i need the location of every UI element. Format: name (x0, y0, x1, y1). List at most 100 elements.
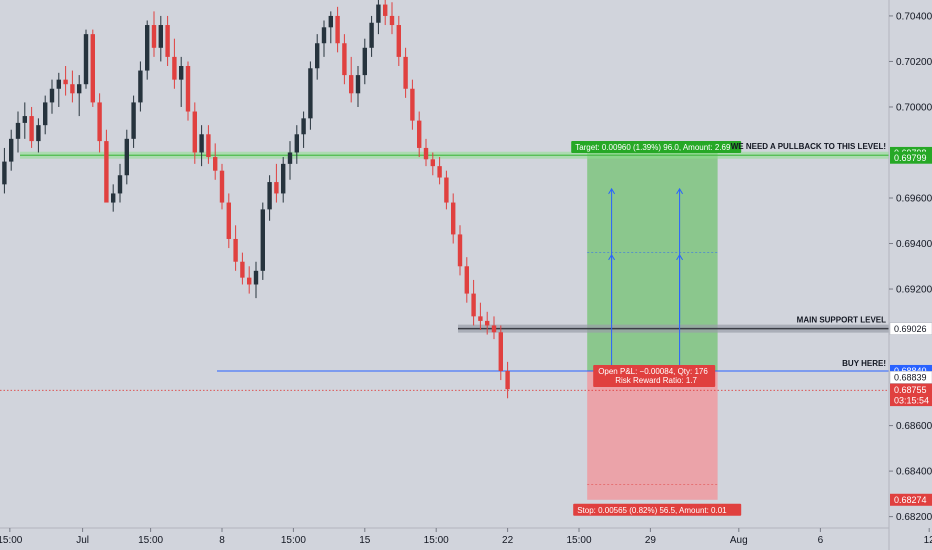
candle-body[interactable] (131, 102, 136, 139)
candle-body[interactable] (369, 22, 374, 48)
time-tick-label: 15 (359, 535, 371, 546)
candle-body[interactable] (145, 25, 150, 71)
candle-body[interactable] (247, 277, 252, 285)
candle-body[interactable] (117, 175, 123, 194)
candle-body[interactable] (383, 4, 388, 16)
candle-body[interactable] (478, 316, 483, 321)
candle-body[interactable] (29, 116, 34, 142)
price-axis-panel[interactable] (889, 0, 932, 550)
price-tag-label: 0.69799 (894, 153, 927, 163)
target-zone[interactable] (587, 152, 718, 371)
candle-body[interactable] (417, 120, 422, 148)
candle-body[interactable] (15, 122, 21, 139)
target-label-box[interactable] (571, 140, 742, 153)
pnl-box[interactable] (593, 364, 716, 387)
candle-body[interactable] (219, 170, 225, 203)
candle-body[interactable] (464, 266, 469, 294)
candle-body[interactable] (49, 88, 55, 103)
candle-body[interactable] (342, 43, 347, 76)
candle-body[interactable] (9, 138, 14, 162)
candle-body[interactable] (349, 75, 354, 94)
stop-zone[interactable] (587, 370, 718, 500)
candle-body[interactable] (206, 134, 211, 158)
time-tick-label: Jul (76, 535, 89, 546)
candle-body[interactable] (233, 238, 238, 262)
time-tick-label: 15:00 (424, 535, 449, 546)
stop-label-box[interactable] (573, 503, 742, 516)
candle-body[interactable] (328, 15, 333, 28)
candle-body[interactable] (124, 138, 129, 176)
candle-body[interactable] (90, 34, 95, 103)
price-tag-box[interactable] (890, 151, 932, 164)
candle-body[interactable] (36, 125, 41, 142)
candle-body[interactable] (308, 68, 313, 119)
candle-body[interactable] (192, 111, 197, 153)
candle-body[interactable] (451, 202, 456, 235)
price-tag-label: 0.68839 (894, 373, 927, 383)
candle-body[interactable] (355, 75, 361, 94)
candle-body[interactable] (83, 34, 89, 85)
candle-body[interactable] (165, 25, 170, 57)
candle-body[interactable] (362, 47, 367, 76)
candle-body[interactable] (444, 177, 449, 203)
candle-body[interactable] (321, 27, 327, 44)
candle-body[interactable] (315, 43, 320, 69)
candle-body[interactable] (260, 209, 265, 271)
candle-body[interactable] (274, 182, 279, 194)
candle-body[interactable] (111, 193, 116, 203)
candle-body[interactable] (158, 25, 163, 48)
candle-body[interactable] (287, 152, 293, 164)
candle-body[interactable] (253, 270, 259, 285)
candle-body[interactable] (389, 15, 395, 26)
candle-body[interactable] (77, 84, 82, 94)
candle-body[interactable] (226, 202, 231, 239)
candle-body[interactable] (97, 102, 102, 142)
candle-body[interactable] (185, 66, 191, 112)
candle-body[interactable] (294, 134, 299, 153)
candle-body[interactable] (63, 79, 68, 85)
candle-body[interactable] (2, 161, 7, 185)
candle-body[interactable] (301, 118, 306, 135)
price-tag-box[interactable] (890, 383, 932, 396)
candle-body[interactable] (172, 56, 177, 80)
candle-body[interactable] (410, 88, 415, 121)
candle-body[interactable] (179, 66, 184, 80)
candle-body[interactable] (396, 25, 401, 57)
candle-body[interactable] (240, 261, 245, 278)
candle-body[interactable] (430, 159, 435, 167)
candle-body[interactable] (437, 166, 442, 178)
buy-annotation: BUY HERE! (842, 359, 886, 368)
candle-body[interactable] (199, 134, 204, 153)
price-tag-box[interactable] (890, 394, 932, 407)
candle-body[interactable] (335, 15, 340, 44)
candle-body[interactable] (505, 370, 510, 390)
candle-body[interactable] (267, 182, 272, 210)
price-tick-label: 0.70200 (896, 57, 932, 68)
time-tick-label: 12 (924, 535, 932, 546)
candle-body[interactable] (471, 293, 476, 317)
candle-body[interactable] (403, 56, 408, 89)
candle-body[interactable] (104, 141, 109, 203)
price-tick-label: 0.68600 (896, 421, 932, 432)
candle-body[interactable] (376, 4, 381, 23)
support-annotation: MAIN SUPPORT LEVEL (797, 316, 886, 325)
price-tag-box[interactable] (889, 322, 932, 335)
price-tag-box[interactable] (890, 493, 932, 506)
candle-body[interactable] (281, 163, 286, 194)
price-tag-box[interactable] (889, 371, 932, 384)
candle-body[interactable] (43, 102, 48, 126)
candle-body[interactable] (70, 84, 75, 94)
candle-body[interactable] (213, 157, 218, 171)
candle-body[interactable] (485, 320, 490, 326)
price-tag-label: 03:15:54 (894, 395, 929, 405)
candle-body[interactable] (423, 147, 429, 160)
candle-body[interactable] (491, 325, 497, 333)
candle-body[interactable] (498, 332, 503, 371)
candle-body[interactable] (56, 79, 61, 89)
candle-body[interactable] (138, 70, 143, 103)
candle-body[interactable] (22, 116, 27, 123)
candle-body[interactable] (151, 25, 157, 48)
candle-body[interactable] (457, 234, 463, 267)
